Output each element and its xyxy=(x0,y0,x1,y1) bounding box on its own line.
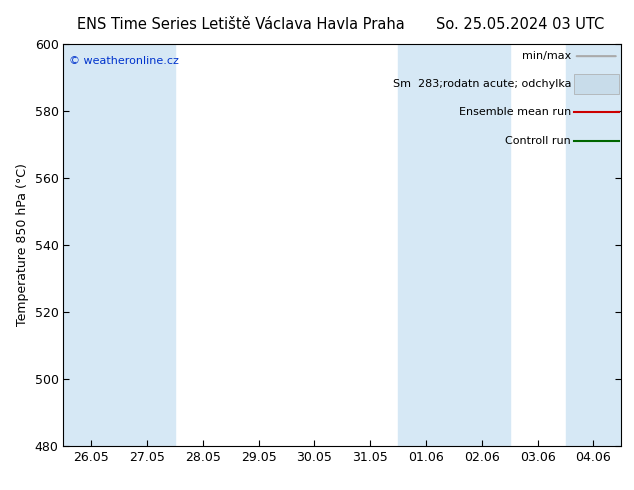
Text: Ensemble mean run: Ensemble mean run xyxy=(459,107,571,118)
Text: ENS Time Series Letiště Václava Havla Praha: ENS Time Series Letiště Václava Havla Pr… xyxy=(77,17,404,32)
Text: min/max: min/max xyxy=(522,51,571,61)
Bar xyxy=(566,44,621,446)
Text: Sm  283;rodatn acute; odchylka: Sm 283;rodatn acute; odchylka xyxy=(392,79,571,89)
Text: Controll run: Controll run xyxy=(505,136,571,146)
Text: So. 25.05.2024 03 UTC: So. 25.05.2024 03 UTC xyxy=(436,17,604,32)
FancyBboxPatch shape xyxy=(574,74,619,95)
Bar xyxy=(398,44,510,446)
Text: © weatheronline.cz: © weatheronline.cz xyxy=(69,56,179,66)
Bar xyxy=(63,44,175,446)
Y-axis label: Temperature 850 hPa (°C): Temperature 850 hPa (°C) xyxy=(16,164,29,326)
